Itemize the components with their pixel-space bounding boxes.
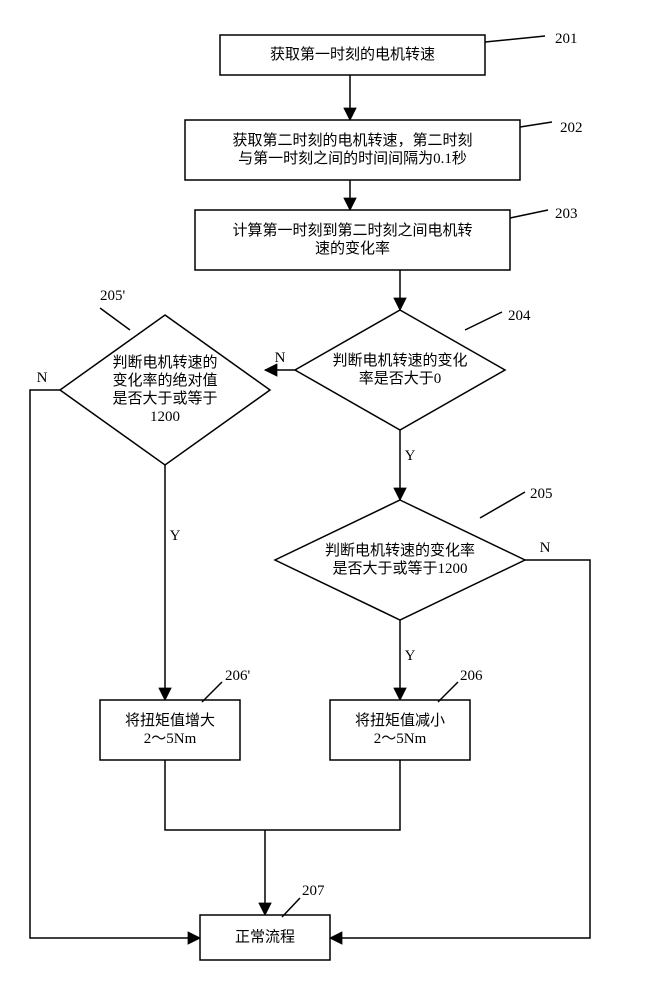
flowchart-canvas: Y N Y N Y N 获取第一时刻的电机转速 201 获取第二时刻的电机转速，第二时刻与第一时… bbox=[0, 0, 647, 1000]
edge-label-e204Y-205: Y bbox=[405, 448, 416, 464]
lead-n206 bbox=[438, 682, 458, 702]
lead-n205 bbox=[480, 492, 525, 518]
svg-text:率是否大于0: 率是否大于0 bbox=[359, 370, 442, 387]
svg-text:正常流程: 正常流程 bbox=[235, 928, 295, 945]
lead-n205p bbox=[100, 308, 130, 330]
svg-text:是否大于或等于1200: 是否大于或等于1200 bbox=[332, 559, 467, 577]
lead-n204 bbox=[465, 312, 502, 330]
svg-text:判断电机转速的: 判断电机转速的 bbox=[112, 354, 217, 371]
svg-text:获取第二时刻的电机转速，第二时刻: 获取第二时刻的电机转速，第二时刻 bbox=[232, 131, 472, 149]
edge-label-e205Y-206: Y bbox=[405, 648, 416, 664]
svg-text:1200: 1200 bbox=[150, 409, 180, 425]
edge-e206p-merge bbox=[165, 760, 265, 830]
label-n205: 205 bbox=[530, 486, 553, 502]
label-n204: 204 bbox=[508, 308, 531, 324]
edge-label-e205pY-206p: Y bbox=[170, 528, 181, 544]
edge-label-e205N-207R: N bbox=[540, 540, 551, 556]
label-n206p: 206' bbox=[225, 668, 251, 684]
lead-n202 bbox=[520, 122, 552, 127]
label-n203: 203 bbox=[555, 206, 578, 222]
svg-text:判断电机转速的变化率: 判断电机转速的变化率 bbox=[325, 542, 475, 559]
svg-text:将扭矩值减小: 将扭矩值减小 bbox=[355, 712, 445, 729]
lead-n206p bbox=[202, 682, 222, 702]
svg-text:获取第一时刻的电机转速: 获取第一时刻的电机转速 bbox=[270, 45, 435, 63]
edge-e205pN-207L bbox=[30, 390, 200, 938]
svg-text:是否大于或等于: 是否大于或等于 bbox=[112, 389, 217, 407]
svg-text:2～5Nm: 2～5Nm bbox=[144, 731, 197, 747]
edge-label-e205pN-207L: N bbox=[37, 370, 48, 386]
lead-n207 bbox=[282, 898, 300, 917]
lead-n201 bbox=[485, 36, 545, 42]
label-n202: 202 bbox=[560, 120, 583, 136]
svg-text:速的变化率: 速的变化率 bbox=[315, 240, 390, 257]
edge-e206-merge bbox=[265, 760, 400, 830]
svg-text:2～5Nm: 2～5Nm bbox=[374, 731, 427, 747]
edge-label-e204N-205p: N bbox=[275, 350, 286, 366]
svg-text:判断电机转速的变化: 判断电机转速的变化 bbox=[332, 352, 467, 369]
label-n207: 207 bbox=[302, 883, 325, 899]
label-n205p: 205' bbox=[100, 288, 126, 304]
svg-text:计算第一时刻到第二时刻之间电机转: 计算第一时刻到第二时刻之间电机转 bbox=[232, 221, 472, 239]
svg-text:与第一时刻之间的时间间隔为0.1秒: 与第一时刻之间的时间间隔为0.1秒 bbox=[238, 149, 467, 167]
lead-n203 bbox=[510, 210, 548, 218]
label-n201: 201 bbox=[555, 31, 578, 47]
svg-text:变化率的绝对值: 变化率的绝对值 bbox=[112, 372, 217, 389]
svg-text:将扭矩值增大: 将扭矩值增大 bbox=[125, 712, 215, 729]
label-n206: 206 bbox=[460, 668, 483, 684]
